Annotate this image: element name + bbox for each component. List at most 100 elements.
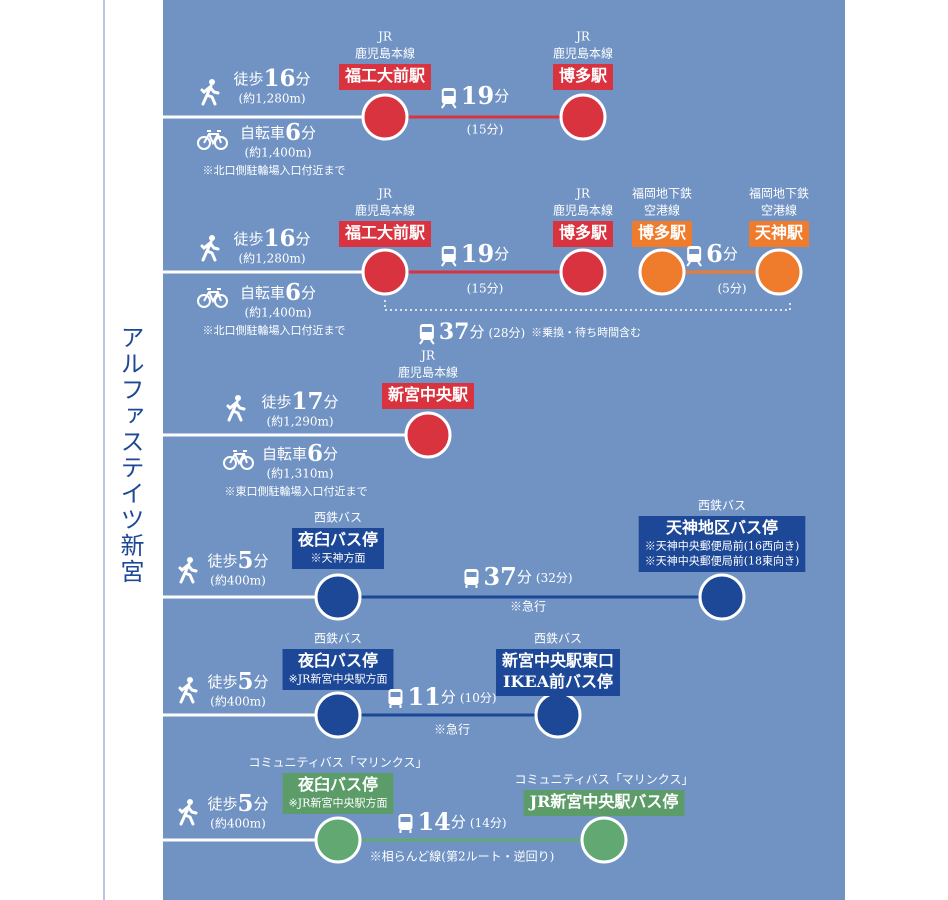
- travel-minutes: 6: [706, 239, 723, 268]
- travel-minutes: 14: [417, 807, 450, 836]
- total-time: 37分 (28分) ※乗換・待ち時間含む: [439, 319, 641, 345]
- total-note: ※乗換・待ち時間含む: [531, 325, 641, 339]
- access-minutes: 5: [237, 790, 253, 817]
- station: [559, 248, 607, 296]
- stop-name: 新宮中央駅: [388, 385, 469, 404]
- icon-part: [197, 136, 211, 150]
- access-time: 徒歩5分: [207, 668, 268, 695]
- stop-name: 博多駅: [559, 66, 608, 85]
- bike-icon: [197, 288, 228, 308]
- operator: JR: [574, 187, 591, 201]
- icon-part: [178, 682, 198, 704]
- travel-time: 14分 (14分): [417, 807, 506, 836]
- access-mode: 自転車: [240, 284, 285, 302]
- access-mode: 徒歩: [233, 230, 263, 248]
- travel-detail: (15分): [467, 282, 504, 296]
- walk-icon: [178, 677, 198, 704]
- station: [314, 691, 362, 739]
- stop-name: 天神駅: [755, 223, 804, 242]
- station: [559, 93, 607, 141]
- travel-unit: 分: [451, 813, 466, 831]
- icon-part: [209, 79, 215, 85]
- stop-note: ※天神中央郵便局前(16西向き): [645, 539, 800, 553]
- icon-part: [419, 339, 435, 345]
- access-minutes: 6: [285, 279, 301, 306]
- operator: 空港線: [644, 203, 680, 218]
- icon-part: [389, 705, 402, 708]
- travel-time: 6分: [706, 239, 738, 268]
- station-box: [338, 221, 432, 247]
- icon-part: [440, 103, 457, 109]
- station-box: [638, 516, 806, 572]
- bus-icon: [464, 569, 479, 588]
- station-box: [523, 790, 685, 816]
- travel-minutes: 11: [407, 682, 440, 711]
- icon-part: [443, 91, 454, 96]
- icon-part: [214, 294, 228, 308]
- station-box: [338, 64, 432, 90]
- travel-time: 11分 (10分): [407, 682, 496, 711]
- access-mode: 徒歩: [207, 673, 237, 691]
- station: [698, 573, 746, 621]
- travel-detail: (32分): [536, 571, 573, 585]
- access-distance: (約400m): [210, 816, 266, 831]
- train-icon: [440, 88, 457, 109]
- icon-part: [440, 261, 457, 267]
- bus-icon: [388, 689, 403, 708]
- access-time: 自転車6分: [240, 279, 316, 306]
- access-note: ※北口側駐輪場入口付近まで: [203, 323, 346, 337]
- access-unit: 分: [296, 70, 311, 88]
- access-distance: (約1,310m): [266, 466, 333, 481]
- icon-part: [200, 84, 220, 106]
- operator: 西鉄バス: [698, 498, 746, 513]
- icon-part: [465, 585, 478, 588]
- access-mode: 徒歩: [207, 552, 237, 570]
- station: [361, 248, 409, 296]
- icon-part: [187, 677, 193, 683]
- access-distance: (約1,400m): [244, 305, 311, 320]
- access-unit: 分: [324, 393, 339, 411]
- station-box: [552, 64, 614, 90]
- icon-part: [178, 804, 198, 826]
- icon-part: [421, 327, 432, 332]
- icon-part: [187, 557, 193, 563]
- travel-minutes: 19: [461, 239, 494, 268]
- stop-name: 夜臼バス停: [297, 775, 378, 794]
- access-mode: 自転車: [240, 124, 285, 142]
- station: [361, 93, 409, 141]
- stop-name: IKEA前バス停: [503, 672, 613, 691]
- travel-detail: (10分): [460, 691, 497, 705]
- bike-icon: [197, 130, 228, 150]
- travel-unit: 分: [723, 245, 738, 263]
- icon-part: [466, 572, 477, 577]
- walk-icon: [200, 79, 220, 106]
- travel-detail: (15分): [467, 123, 504, 137]
- operator: 福岡地下鉄: [749, 186, 809, 201]
- operator: 西鉄バス: [314, 510, 362, 525]
- operator: 空港線: [761, 203, 797, 218]
- panel: [163, 0, 845, 900]
- stop-name: 福工大前駅: [344, 66, 426, 85]
- icon-part: [689, 249, 700, 254]
- access-unit: 分: [254, 673, 269, 691]
- property-name: アルファステイツ新宮: [116, 325, 144, 585]
- icon-part: [197, 294, 211, 308]
- travel-note: ※急行: [434, 722, 470, 737]
- icon-part: [214, 136, 228, 150]
- station-box: [282, 649, 394, 690]
- travel-time: 19分: [461, 81, 509, 110]
- total-detail: (28分): [489, 326, 526, 340]
- icon-part: [223, 456, 237, 470]
- stop-name: 新宮中央駅東口: [502, 651, 614, 670]
- travel-unit: 分: [441, 688, 456, 706]
- access-minutes: 6: [307, 440, 323, 467]
- transfer-bracket: [384, 300, 791, 311]
- access-unit: 分: [301, 124, 316, 142]
- train-icon: [419, 324, 435, 345]
- train-icon: [686, 246, 702, 267]
- travel-detail: (14分): [470, 816, 507, 830]
- access-distance: (約1,280m): [238, 91, 305, 106]
- access-unit: 分: [296, 230, 311, 248]
- icon-part: [240, 456, 254, 470]
- operator: 鹿児島本線: [398, 365, 458, 380]
